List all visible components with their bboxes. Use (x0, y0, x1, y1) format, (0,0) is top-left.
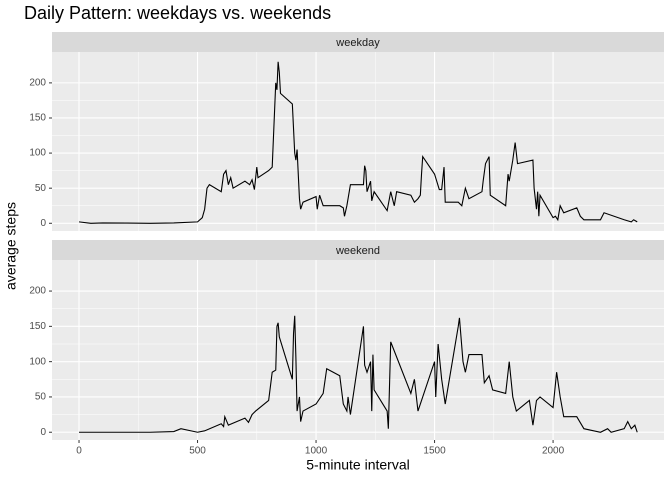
panel (52, 260, 664, 440)
strip (52, 32, 664, 52)
y-tick-label: 0 (40, 218, 46, 229)
x-tick-label: 1500 (423, 446, 446, 457)
y-tick-label: 100 (29, 148, 46, 159)
x-tick-label: 0 (76, 446, 82, 457)
chart-title: Daily Pattern: weekdays vs. weekends (24, 3, 331, 23)
x-tick-label: 1000 (305, 446, 328, 457)
y-tick-label: 50 (35, 183, 47, 194)
y-tick-label: 0 (40, 427, 46, 438)
strip (52, 240, 664, 260)
y-axis-label: average steps (3, 202, 19, 290)
x-tick-label: 500 (189, 446, 206, 457)
y-tick-label: 150 (29, 113, 46, 124)
y-tick-label: 150 (29, 321, 46, 332)
y-tick-label: 200 (29, 286, 46, 297)
strip-label: weekday (335, 37, 380, 49)
x-tick-label: 2000 (542, 446, 565, 457)
line (79, 315, 638, 433)
line (78, 61, 638, 224)
y-tick-label: 100 (29, 356, 46, 367)
panel (52, 52, 664, 231)
y-tick-label: 50 (35, 392, 47, 403)
x-axis-label: 5-minute interval (306, 457, 410, 473)
strip-label: weekend (335, 245, 380, 257)
y-tick-label: 200 (29, 78, 46, 89)
